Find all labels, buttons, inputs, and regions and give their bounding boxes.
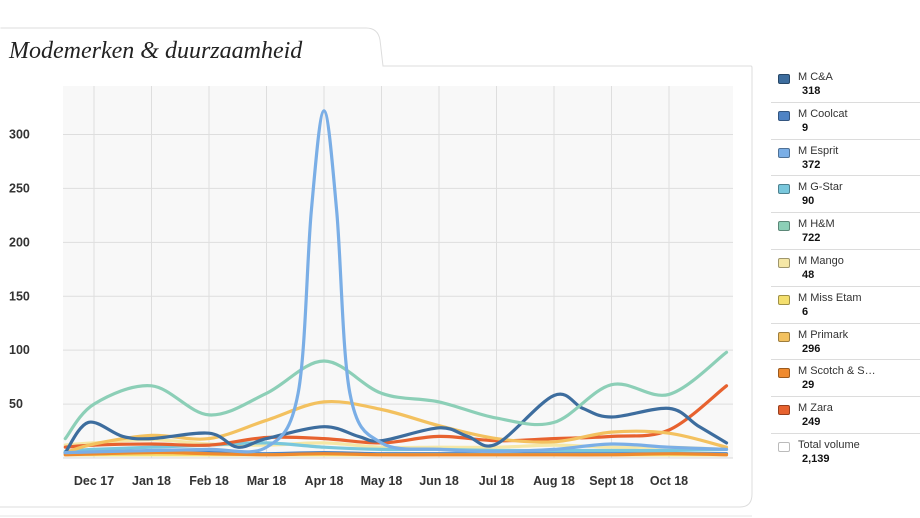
x-tick-label: Sept 18 <box>589 474 634 488</box>
legend-label: M Primark <box>798 328 849 341</box>
legend-item-m-c-a[interactable]: M C&A 318 <box>771 66 920 103</box>
legend-count: 48 <box>802 268 815 281</box>
legend-count: 9 <box>802 121 809 134</box>
legend-label: M Miss Etam <box>798 291 862 304</box>
legend-label: M Scotch & S… <box>798 365 876 378</box>
legend-count: 722 <box>802 232 821 245</box>
x-tick-label: May 18 <box>361 474 403 488</box>
legend-item-m-g-star[interactable]: M G-Star 90 <box>771 176 920 214</box>
legend-label: M Coolcat <box>798 107 848 120</box>
x-tick-label: Feb 18 <box>189 474 229 488</box>
legend-swatch <box>778 147 790 158</box>
series-line-m-c-a <box>63 392 729 455</box>
legend: M C&A 318 M Coolcat 9 M Esprit 372 M G-Star 90 M… <box>771 66 920 471</box>
legend-label: M H&M <box>798 218 835 231</box>
legend-swatch <box>778 368 790 379</box>
y-tick-label: 300 <box>9 128 30 142</box>
series-line-m-esprit <box>63 109 729 455</box>
legend-item-m-esprit[interactable]: M Esprit 372 <box>771 140 920 177</box>
x-tick-label: Aug 18 <box>533 474 575 488</box>
legend-item-m-primark[interactable]: M Primark 296 <box>771 324 920 361</box>
x-tick-label: Jul 18 <box>479 474 514 488</box>
legend-label: M Zara <box>798 402 833 415</box>
y-tick-label: 250 <box>9 181 30 195</box>
x-tick-label: Apr 18 <box>305 474 344 488</box>
legend-count: 296 <box>802 342 821 355</box>
y-tick-label: 100 <box>9 343 30 357</box>
legend-count: 2,139 <box>802 452 830 465</box>
y-tick-label: 150 <box>9 289 30 303</box>
legend-label: Total volume <box>798 438 860 451</box>
legend-item-m-scotch-s[interactable]: M Scotch & S… 29 <box>771 360 920 398</box>
legend-item-m-zara[interactable]: M Zara 249 <box>771 397 920 434</box>
x-tick-label: Oct 18 <box>650 474 688 488</box>
legend-item-m-miss-etam[interactable]: M Miss Etam 6 <box>771 287 920 324</box>
legend-label: M Mango <box>798 254 844 267</box>
legend-item-m-h-m[interactable]: M H&M 722 <box>771 213 920 250</box>
legend-item-m-mango[interactable]: M Mango 48 <box>771 250 920 287</box>
series-line-m-h-m <box>63 350 729 441</box>
plot-area <box>63 86 733 458</box>
x-tick-label: Jun 18 <box>419 474 459 488</box>
legend-count: 6 <box>802 305 809 318</box>
series-line-m-scotch-s <box>63 450 729 457</box>
legend-count: 372 <box>802 158 821 171</box>
legend-count: 90 <box>802 195 815 208</box>
legend-swatch <box>778 221 790 232</box>
legend-swatch <box>778 74 790 84</box>
line-chart: 50 100 150 200 250 300 Dec 17 Jan 18 Feb 18 Mar 1… <box>9 86 733 488</box>
legend-count: 29 <box>802 379 815 392</box>
legend-item-total-volume[interactable]: Total volume 2,139 <box>771 434 920 471</box>
legend-swatch <box>778 257 790 268</box>
legend-label: M G-Star <box>798 181 843 194</box>
y-tick-label: 200 <box>9 235 30 249</box>
legend-count: 249 <box>802 416 821 429</box>
series-line-m-primark <box>63 399 729 455</box>
x-tick-label: Mar 18 <box>247 474 287 488</box>
series-line-m-g-star <box>63 441 729 454</box>
x-tick-label: Dec 17 <box>74 474 114 488</box>
chart-title: Modemerken & duurzaamheid <box>9 38 303 64</box>
legend-swatch <box>778 184 790 195</box>
legend-swatch <box>778 294 790 305</box>
legend-item-m-coolcat[interactable]: M Coolcat 9 <box>771 103 920 140</box>
legend-count: 318 <box>802 85 821 97</box>
x-tick-label: Jan 18 <box>132 474 171 488</box>
legend-swatch <box>778 110 790 121</box>
legend-swatch <box>778 441 790 452</box>
legend-label: M Esprit <box>798 144 839 157</box>
y-tick-label: 50 <box>9 397 23 411</box>
legend-swatch <box>778 331 790 342</box>
legend-label: M C&A <box>798 71 833 83</box>
legend-swatch <box>778 405 790 416</box>
